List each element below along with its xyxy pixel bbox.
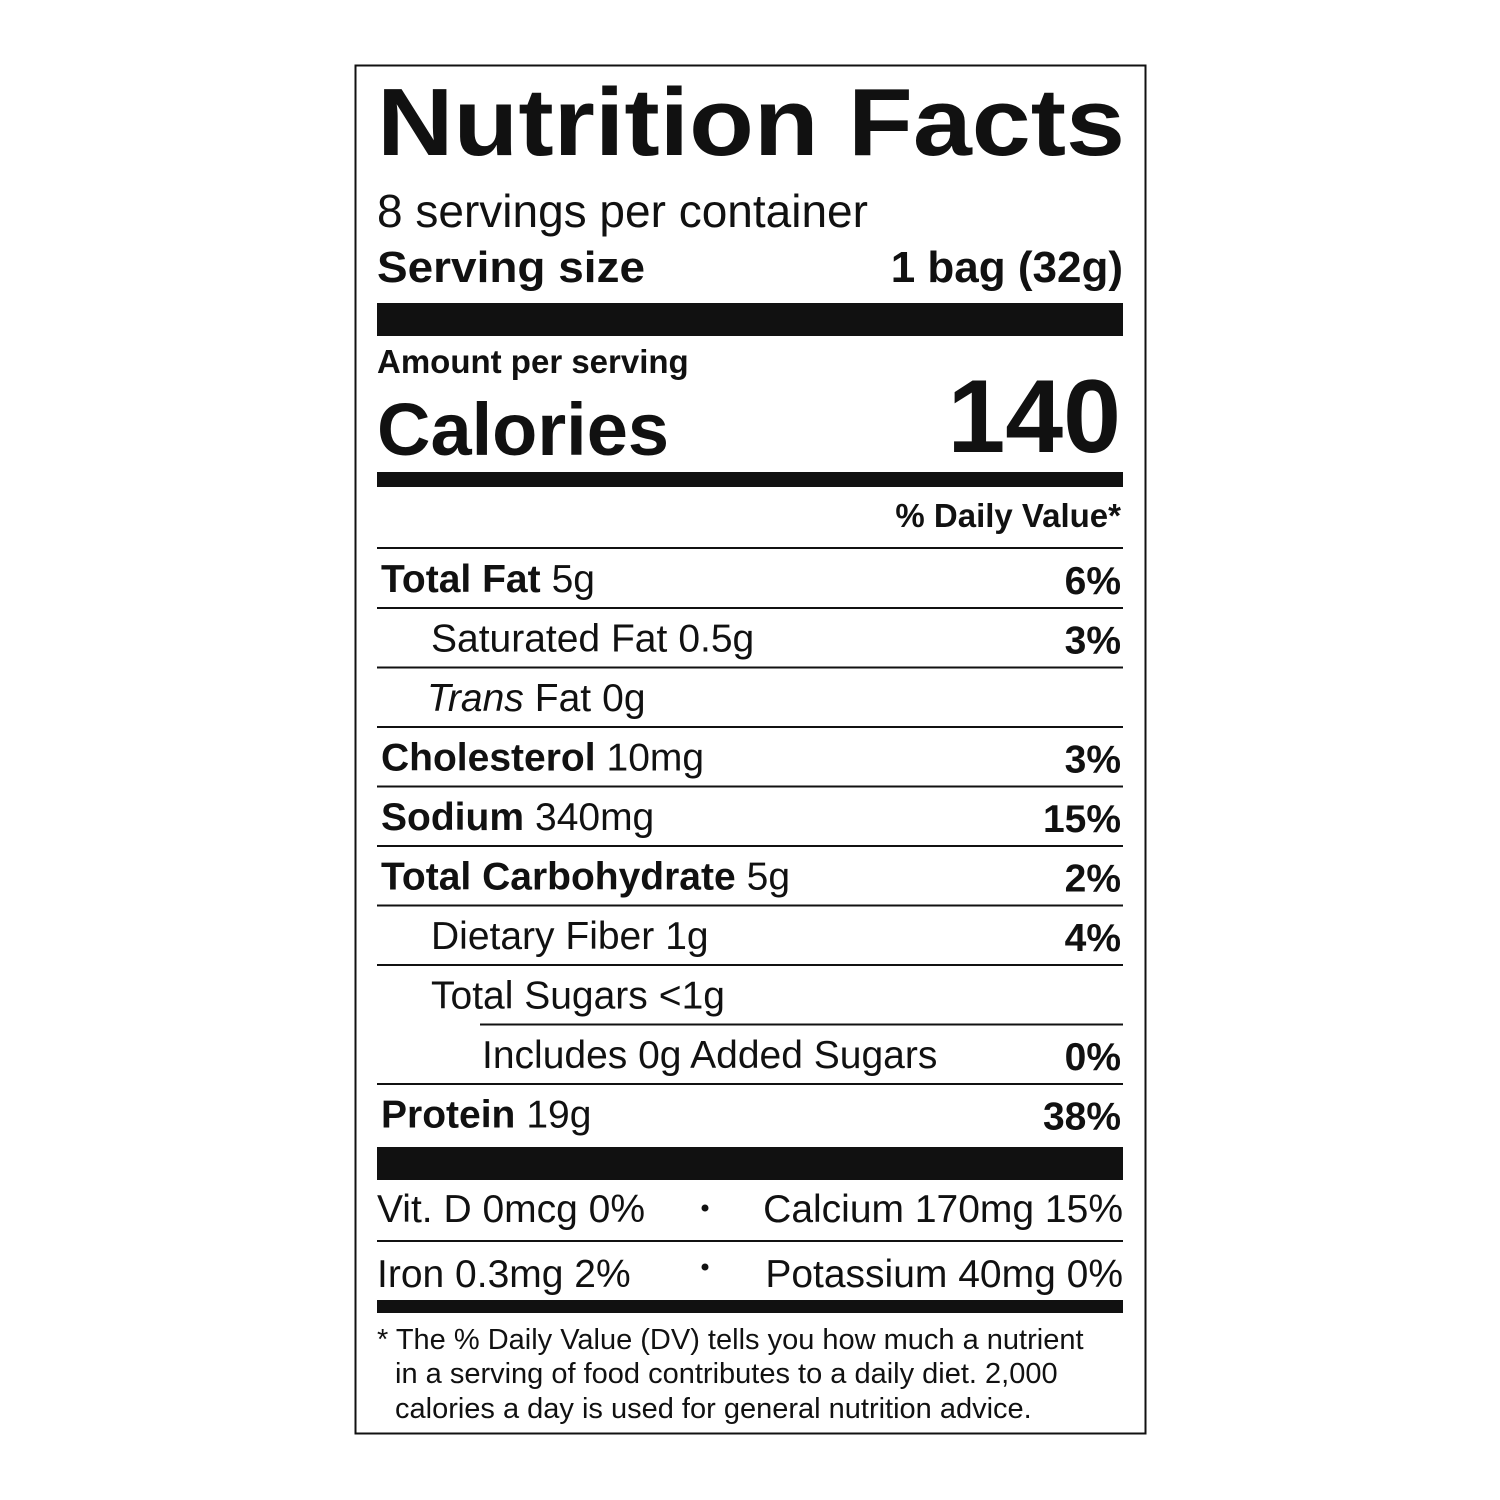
nutrient-name: Saturated Fat xyxy=(431,618,667,661)
nutrient-label: Sodium 340mg xyxy=(381,796,654,839)
amount-per-serving: Amount per serving xyxy=(377,343,689,380)
nutrient-daily-value: 3% xyxy=(1065,739,1121,782)
daily-value-header: % Daily Value* xyxy=(895,497,1121,534)
nutrient-amount: 340mg xyxy=(535,796,654,839)
nutrient-rows: Total Fat 5g 6% Saturated Fat 0.5g 3% Trans Fat… xyxy=(377,558,1123,1139)
nutrient-label: Trans Fat 0g xyxy=(427,677,646,720)
nutrient-daily-value: 4% xyxy=(1065,917,1121,960)
calories-value: 140 xyxy=(947,359,1121,475)
vitamin: Vit. D 0mcg 0% xyxy=(377,1188,645,1231)
medium-rule xyxy=(377,1300,1123,1313)
nutrient-daily-value: 2% xyxy=(1065,858,1121,901)
nutrient-name: Sodium xyxy=(381,796,524,839)
nutrient-name: Total Carbohydrate xyxy=(381,856,736,899)
nutrient-amount: 10mg xyxy=(607,737,705,780)
nutrient-label: Total Sugars <1g xyxy=(431,975,725,1018)
label-border xyxy=(354,64,1147,1435)
serving-size-value: 1 bag (32g) xyxy=(891,243,1123,292)
nutrient-amount: 1g xyxy=(665,915,708,958)
nutrient-name: Protein xyxy=(381,1094,515,1137)
nutrient-name: Dietary Fiber xyxy=(431,915,654,958)
nutrient-name: Fat xyxy=(535,677,592,720)
thick-rule xyxy=(377,303,1123,336)
nutrient-amount: 5g xyxy=(747,856,790,899)
nutrient-label: Total Fat 5g xyxy=(381,558,595,601)
nutrient-amount: 0.5g xyxy=(678,618,754,661)
footnote: calories a day is used for general nutri… xyxy=(395,1393,1032,1425)
footnote: * The % Daily Value (DV) tells you how m… xyxy=(377,1324,1084,1356)
nutrient-daily-value: 0% xyxy=(1065,1036,1121,1079)
nutrient-label: Protein 19g xyxy=(381,1094,591,1137)
medium-rule xyxy=(377,472,1123,487)
nutrient-daily-value: 3% xyxy=(1065,620,1121,663)
footnote: in a serving of food contributes to a da… xyxy=(395,1358,1058,1390)
nutrient-amount: <1g xyxy=(659,975,725,1018)
vitamin: Potassium 40mg 0% xyxy=(765,1253,1123,1296)
vitamin: Iron 0.3mg 2% xyxy=(377,1253,631,1296)
nutrient-name: Cholesterol xyxy=(381,737,596,780)
nutrient-name: Total Sugars xyxy=(431,975,648,1018)
serving-size-label: Serving size xyxy=(377,243,645,292)
nutrient-label: Saturated Fat 0.5g xyxy=(431,618,754,661)
nutrient-name: Includes 0g Added Sugars xyxy=(482,1034,937,1077)
nutrient-name-italic: Trans xyxy=(427,677,524,720)
bullet xyxy=(701,1204,709,1212)
nutrient-daily-value: 15% xyxy=(1043,798,1121,841)
nutrient-amount: 5g xyxy=(552,558,595,601)
servings: 8 servings per container xyxy=(377,185,868,237)
calories-label: Calories xyxy=(377,388,669,471)
nutrient-label: Includes 0g Added Sugars xyxy=(482,1034,937,1077)
nutrient-daily-value: 6% xyxy=(1065,560,1121,603)
title: Nutrition Facts xyxy=(377,69,1125,176)
nutrient-name: Total Fat xyxy=(381,558,541,601)
nutrient-daily-value: 38% xyxy=(1043,1096,1121,1139)
bullet xyxy=(701,1263,709,1271)
nutrient-label: Dietary Fiber 1g xyxy=(431,915,709,958)
thick-rule xyxy=(377,1147,1123,1180)
nutrient-amount: 19g xyxy=(526,1094,591,1137)
nutrient-label: Cholesterol 10mg xyxy=(381,737,704,780)
nutrient-amount: 0g xyxy=(602,677,645,720)
vitamin: Calcium 170mg 15% xyxy=(763,1188,1123,1231)
nutrient-label: Total Carbohydrate 5g xyxy=(381,856,790,899)
